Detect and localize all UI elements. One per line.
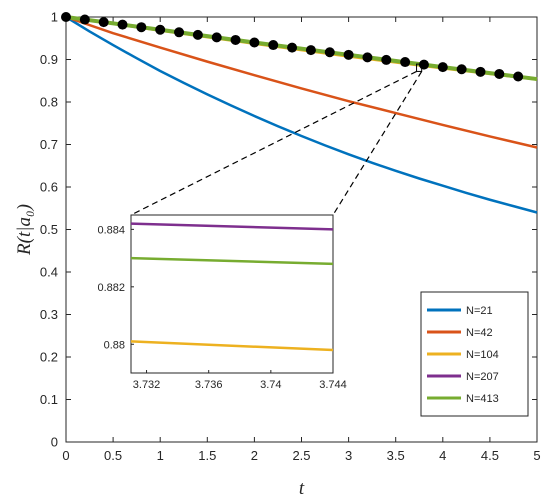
- inset-x-tick-label: 3.732: [133, 379, 161, 391]
- zoom-region-box: [416, 63, 423, 72]
- y-tick-label: 0.5: [40, 222, 58, 237]
- x-tick-label: 2.5: [292, 448, 310, 463]
- inset-x-tick-label: 3.736: [195, 379, 223, 391]
- legend-label: N=42: [466, 327, 493, 339]
- inset-y-tick-label: 0.88: [104, 339, 125, 351]
- zoom-connector-right: [332, 71, 423, 216]
- x-tick-label: 1.5: [198, 448, 216, 463]
- x-tick-label: 2: [251, 448, 258, 463]
- x-tick-label: 3: [345, 448, 352, 463]
- x-tick-label: 3.5: [387, 448, 405, 463]
- reference-marker: [400, 57, 411, 68]
- x-tick-label: 0.5: [104, 448, 122, 463]
- reference-marker: [437, 62, 448, 73]
- reference-marker: [456, 64, 467, 75]
- inset-line-n207: [130, 222, 334, 231]
- reference-marker: [343, 49, 354, 60]
- y-tick-label: 0.3: [40, 307, 58, 322]
- reference-marker: [230, 34, 241, 45]
- reference-marker: [305, 45, 316, 56]
- reference-marker: [475, 66, 486, 77]
- reference-marker: [98, 17, 109, 28]
- series-line-n21: [65, 15, 538, 214]
- reference-marker: [324, 47, 335, 58]
- inset-x-tick-label: 3.744: [319, 379, 347, 391]
- reference-marker: [117, 19, 128, 30]
- marker-layer: [61, 12, 524, 82]
- x-tick-label: 5: [533, 448, 540, 463]
- inset-line-n413: [130, 256, 334, 266]
- reference-marker: [79, 14, 90, 25]
- legend-label: N=104: [466, 349, 499, 361]
- series-line-n42: [65, 15, 538, 149]
- reference-marker: [381, 54, 392, 65]
- reference-marker: [211, 32, 222, 43]
- y-tick-label: 0.1: [40, 392, 58, 407]
- x-tick-label: 1: [157, 448, 164, 463]
- inset-line-n104: [130, 340, 334, 352]
- reference-marker: [155, 24, 166, 35]
- reference-marker: [268, 40, 279, 51]
- legend-label: N=413: [466, 393, 499, 405]
- reference-marker: [513, 71, 524, 82]
- y-tick-label: 0.9: [40, 52, 58, 67]
- zoom-indicator: [130, 63, 423, 216]
- y-tick-label: 0.8: [40, 95, 58, 110]
- reference-marker: [61, 12, 71, 22]
- inset-x-tick-label: 3.74: [260, 379, 281, 391]
- y-tick-label: 0.6: [40, 180, 58, 195]
- inset-y-tick-label: 0.884: [97, 224, 125, 236]
- x-tick-label: 4.5: [481, 448, 499, 463]
- reference-marker: [174, 27, 185, 38]
- y-tick-label: 0.7: [40, 137, 58, 152]
- zoom-connector-left: [130, 70, 417, 216]
- y-tick-label: 1: [51, 10, 58, 25]
- legend-label: N=21: [466, 305, 493, 317]
- reference-marker: [494, 68, 505, 79]
- y-tick-label: 0: [51, 435, 58, 450]
- y-tick-label: 0.4: [40, 265, 58, 280]
- main-axes: 0 0.5 1 1.5 2 2.5 3 3.5 4 4.5 5 0 0.1 0.2 0.3 0.4 0.5 0.6…: [40, 10, 541, 464]
- reference-marker: [287, 42, 298, 53]
- reference-marker: [136, 22, 147, 33]
- reference-marker: [249, 37, 260, 48]
- y-axis-title: R(t|a₀): [14, 204, 35, 256]
- y-tick-label: 0.2: [40, 350, 58, 365]
- legend: N=21 N=42 N=104 N=207 N=413: [420, 291, 529, 417]
- reference-marker: [362, 52, 373, 63]
- legend-box: [420, 291, 529, 417]
- legend-label: N=207: [466, 371, 499, 383]
- inset-y-tick-label: 0.882: [97, 282, 125, 294]
- inset-plot: 3.732 3.736 3.74 3.744 0.88 0.882 0.884: [97, 214, 347, 391]
- x-tick-label: 4: [439, 448, 446, 463]
- x-tick-label: 0: [62, 448, 69, 463]
- reference-marker: [418, 59, 429, 70]
- reference-marker: [192, 29, 203, 40]
- x-axis-title: t: [299, 478, 305, 499]
